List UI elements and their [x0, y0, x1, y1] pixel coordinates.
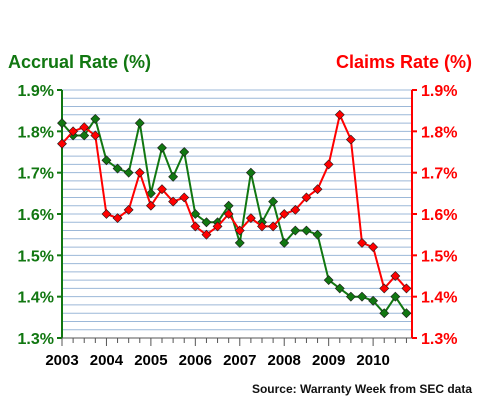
- claims-point: [290, 204, 301, 215]
- claims-series: [57, 109, 412, 294]
- claims-point: [90, 130, 101, 141]
- accrual-point: [134, 118, 145, 128]
- claims-point: [245, 213, 256, 224]
- claims-point: [68, 126, 79, 137]
- accrual-point: [368, 295, 379, 306]
- accrual-point: [57, 118, 67, 128]
- claims-point: [112, 213, 123, 224]
- accrual-point: [168, 171, 179, 182]
- accrual-point: [112, 163, 123, 174]
- accrual-point: [357, 291, 367, 302]
- claims-point: [234, 225, 245, 236]
- accrual-point: [301, 225, 312, 236]
- claims-point: [379, 283, 390, 294]
- accrual-point: [334, 283, 345, 294]
- right-tick-label: 1.6%: [421, 207, 457, 224]
- claims-point: [79, 122, 90, 133]
- claims-point: [357, 238, 367, 248]
- accrual-point: [290, 225, 301, 236]
- accrual-point: [90, 114, 101, 124]
- claims-point: [301, 192, 312, 203]
- claims-point: [157, 184, 167, 195]
- accrual-point: [323, 275, 334, 286]
- accrual-point: [123, 167, 134, 178]
- claims-point: [401, 283, 412, 294]
- claims-point: [179, 192, 190, 203]
- source-note: Source: Warranty Week from SEC data: [252, 382, 472, 396]
- left-tick-label: 1.9%: [18, 83, 54, 100]
- x-tick-label: 2004: [90, 352, 124, 369]
- claims-point: [279, 209, 290, 219]
- left-tick-label: 1.4%: [18, 290, 54, 307]
- claims-point: [345, 134, 356, 145]
- left-tick-label: 1.3%: [18, 331, 54, 348]
- claims-point: [201, 229, 212, 240]
- left-tick-label: 1.7%: [18, 166, 54, 183]
- left-tick-label: 1.6%: [18, 207, 54, 224]
- claims-point: [257, 221, 267, 232]
- x-tick-label: 2009: [312, 352, 345, 369]
- accrual-point: [190, 209, 201, 219]
- claims-point: [390, 271, 401, 281]
- right-tick-label: 1.8%: [421, 124, 457, 141]
- x-tick-label: 2003: [45, 352, 78, 369]
- accrual-point: [179, 147, 190, 157]
- right-tick-label: 1.9%: [421, 83, 457, 100]
- accrual-point: [201, 217, 212, 228]
- right-tick-label: 1.4%: [421, 290, 457, 307]
- x-tick-label: 2005: [134, 352, 167, 369]
- accrual-point: [401, 308, 412, 319]
- accrual-point: [345, 291, 356, 302]
- accrual-point: [245, 167, 256, 178]
- claims-point: [223, 209, 234, 219]
- claims-point: [123, 204, 134, 215]
- accrual-point: [145, 188, 156, 199]
- series-layer: [57, 109, 412, 319]
- accrual-point: [390, 291, 401, 302]
- claims-line: [61, 111, 408, 291]
- x-tick-label: 2008: [268, 352, 301, 369]
- accrual-point: [79, 130, 90, 141]
- right-tick-label: 1.3%: [421, 331, 457, 348]
- left-tick-label: 1.8%: [18, 124, 54, 141]
- claims-point: [312, 184, 323, 195]
- claims-point: [268, 221, 279, 232]
- claims-point: [190, 221, 201, 232]
- right-axis-title: Claims Rate (%): [336, 52, 472, 72]
- accrual-point: [379, 308, 390, 319]
- claims-point: [168, 196, 179, 207]
- right-tick-label: 1.5%: [421, 248, 457, 265]
- axes: 1.3% 1.3% 1.4% 1.4% 1.5% 1.5% 1.6% 1.6% 1.7% 1.7%…: [18, 83, 458, 369]
- right-tick-label: 1.7%: [421, 166, 457, 183]
- x-tick-label: 2010: [356, 352, 389, 369]
- accrual-point: [279, 238, 290, 248]
- left-axis-title: Accrual Rate (%): [8, 52, 151, 72]
- accrual-point: [234, 238, 245, 248]
- claims-point: [101, 209, 112, 219]
- accrual-point: [101, 155, 112, 166]
- claims-point: [212, 221, 223, 232]
- claims-point: [334, 109, 345, 120]
- claims-point: [134, 167, 145, 178]
- accrual-series: [57, 114, 412, 319]
- left-tick-label: 1.5%: [18, 248, 54, 265]
- x-tick-label: 2006: [179, 352, 212, 369]
- accrual-point: [312, 229, 323, 240]
- claims-point: [323, 159, 334, 170]
- x-tick-label: 2007: [223, 352, 256, 369]
- accrual-point: [157, 142, 167, 153]
- claims-point: [57, 138, 67, 149]
- claims-point: [145, 200, 156, 211]
- accrual-point: [268, 196, 279, 207]
- claims-point: [368, 242, 379, 252]
